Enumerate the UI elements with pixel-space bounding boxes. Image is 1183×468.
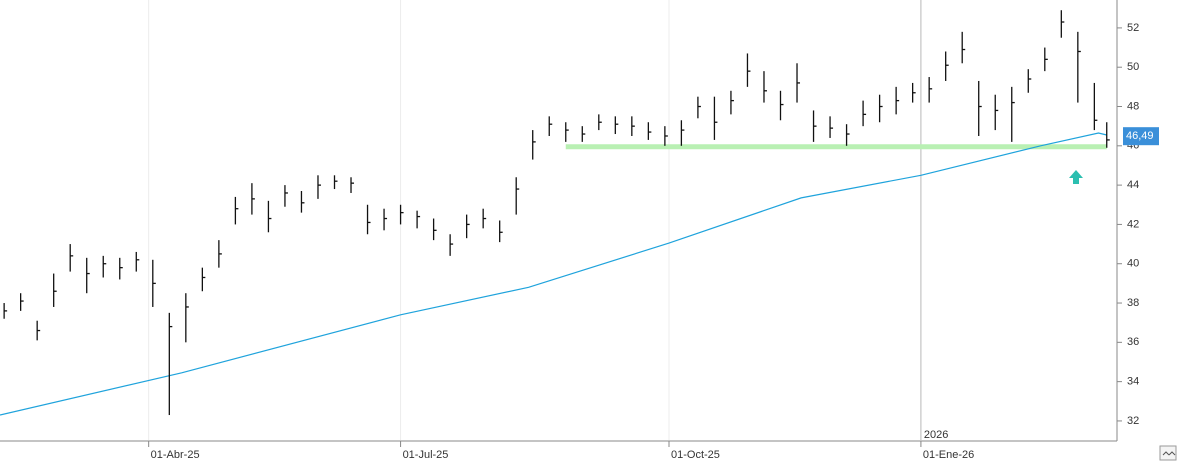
x-tick-label: 01-Ene-26 [923, 449, 974, 461]
x-tick-label: 01-Jul-25 [403, 449, 449, 461]
y-tick-label: 44 [1127, 179, 1139, 191]
x-tick-label: 01-Oct-25 [671, 449, 720, 461]
y-tick-label: 42 [1127, 218, 1139, 230]
y-tick-label: 40 [1127, 258, 1139, 270]
scale-button[interactable] [1159, 445, 1177, 461]
y-tick-label: 38 [1127, 297, 1139, 309]
scale-button-icon [1162, 451, 1176, 456]
y-tick-label: 48 [1127, 100, 1139, 112]
x-tick-label: 01-Abr-25 [151, 449, 200, 461]
last-price-box [1123, 127, 1159, 146]
year-label: 2026 [924, 429, 948, 441]
y-tick-label: 36 [1127, 336, 1139, 348]
moving-average [0, 132, 1107, 416]
y-tick-label: 32 [1127, 415, 1139, 427]
y-tick-label: 52 [1127, 22, 1139, 34]
y-tick-label: 50 [1127, 61, 1139, 73]
y-tick-label: 34 [1127, 376, 1139, 388]
last-price-label: 46,49 [1126, 130, 1154, 142]
arrow-icon [1069, 170, 1083, 184]
